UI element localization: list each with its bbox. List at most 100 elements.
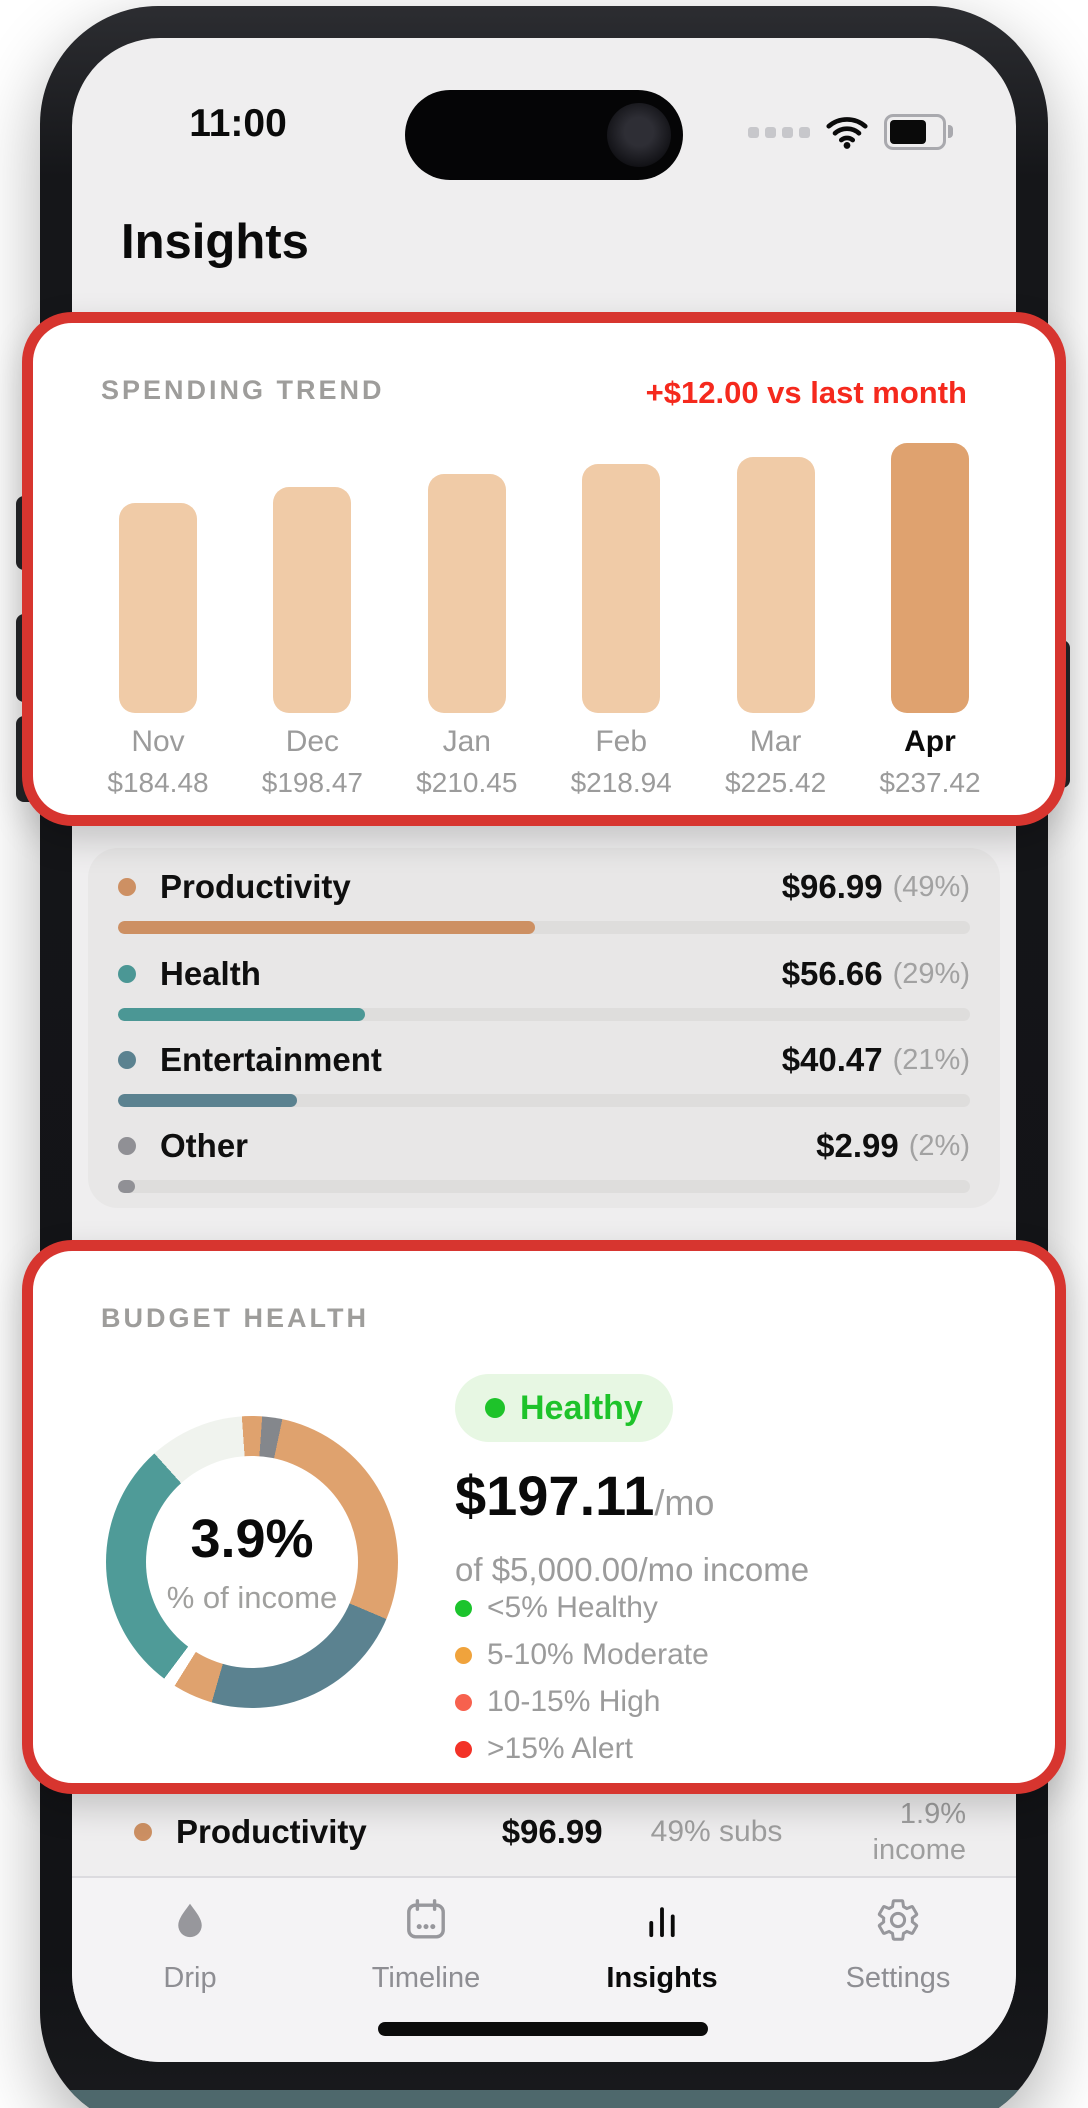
battery-nub [948, 125, 953, 138]
monthly-amount: $197.11/mo [455, 1463, 714, 1528]
legend-row-high: 10-15% High [455, 1685, 709, 1719]
bar-month-label: Feb [595, 725, 648, 758]
status-time: 11:00 [189, 102, 287, 145]
detail-subs-share: 49% subs [650, 1815, 783, 1848]
category-dot [118, 1051, 136, 1069]
category-row-entertainment[interactable]: Entertainment $40.47 (21%) [118, 1035, 970, 1122]
detail-income-line2: income [872, 1834, 967, 1866]
category-row-health[interactable]: Health $56.66 (29%) [118, 949, 970, 1036]
bar-amount-label: $225.42 [724, 767, 827, 798]
category-dot [118, 878, 136, 896]
detail-income-line1: 1.9% [899, 1798, 966, 1830]
legend-label: 10-15% High [487, 1685, 661, 1718]
category-amount: $96.99 [781, 868, 883, 905]
category-name: Other [160, 1127, 249, 1164]
battery-icon [884, 114, 953, 150]
bar-column-dec [237, 487, 387, 713]
page-title: Insights [121, 215, 309, 269]
category-dot [118, 1137, 136, 1155]
category-name: Health [160, 955, 261, 992]
category-row-other[interactable]: Other $2.99 (2%) [118, 1121, 970, 1208]
bar-column-feb [546, 464, 696, 713]
category-name: Entertainment [160, 1041, 382, 1078]
bar-chart-icon [639, 1894, 685, 1944]
budget-health-card: BUDGET HEALTH 3.9% % of income Healthy $… [22, 1240, 1066, 1794]
wifi-icon [826, 117, 868, 149]
cellular-signal-icon [748, 126, 810, 138]
bar-month-label: Mar [749, 725, 802, 758]
bar-month-label: Jan [442, 725, 491, 758]
category-detail-row-productivity[interactable]: Productivity $96.99 49% subs 1.9% income [134, 1794, 966, 1870]
front-camera-icon [607, 103, 671, 167]
tab-label: Drip [163, 1962, 217, 1994]
bar-column-nov [83, 503, 233, 713]
monthly-amount-value: $197.11 [455, 1464, 655, 1527]
donut-center-value: 3.9% [190, 1509, 314, 1569]
bar-month-label: Nov [131, 725, 185, 758]
bar-month-label: Apr [904, 725, 956, 758]
home-indicator[interactable] [378, 2022, 708, 2036]
card-section-label: BUDGET HEALTH [101, 1303, 369, 1333]
spending-delta: +$12.00 vs last month [645, 375, 967, 410]
bar-column-mar [701, 457, 851, 713]
spending-bar-chart [83, 443, 1005, 713]
legend-row-alert: >15% Alert [455, 1732, 709, 1766]
budget-donut-chart: 3.9% % of income [106, 1416, 398, 1708]
category-dot [134, 1823, 152, 1841]
bar-amount-label: $237.42 [879, 767, 981, 798]
bar-jan [427, 474, 506, 713]
progress-track [118, 1094, 970, 1107]
category-row-productivity[interactable]: Productivity $96.99 (49%) [118, 862, 970, 949]
legend-dot-icon [455, 1740, 472, 1758]
category-amount: $56.66 [781, 955, 883, 992]
tab-insights[interactable]: Insights [544, 1878, 780, 2062]
legend-label: <5% Healthy [487, 1591, 658, 1624]
tab-drip[interactable]: Drip [72, 1878, 308, 2062]
tab-timeline[interactable]: Timeline [308, 1878, 544, 2062]
category-amount: $2.99 [816, 1127, 899, 1164]
legend-row-healthy: <5% Healthy [455, 1591, 709, 1625]
bar-mar [736, 457, 815, 713]
legend-dot-icon [455, 1599, 472, 1617]
income-line: of $5,000.00/mo income [455, 1551, 810, 1588]
phone-bottom-edge [54, 2090, 1034, 2108]
progress-track [118, 1008, 970, 1021]
per-month-suffix: /mo [654, 1482, 715, 1523]
category-percent: (29%) [892, 957, 970, 990]
legend-label: 5-10% Moderate [487, 1638, 709, 1671]
bar-amount-label: $184.48 [107, 767, 209, 798]
calendar-icon [402, 1894, 450, 1944]
category-breakdown-card: Productivity $96.99 (49%) Health $56.66 … [88, 848, 1000, 1208]
bar-feb [582, 464, 661, 713]
progress-track [118, 1180, 970, 1193]
category-percent: (21%) [892, 1043, 970, 1076]
battery-fill [890, 120, 926, 144]
detail-amount: $96.99 [501, 1813, 603, 1850]
bar-dec [273, 487, 352, 713]
legend-dot-icon [455, 1646, 472, 1664]
status-text: Healthy [520, 1388, 643, 1427]
tab-bar: Drip Timeline [72, 1876, 1016, 2062]
tab-label: Settings [845, 1962, 951, 1994]
tab-label: Timeline [371, 1962, 481, 1994]
bar-column-apr [855, 443, 1005, 713]
tab-settings[interactable]: Settings [780, 1878, 1016, 2062]
drop-icon [168, 1894, 212, 1944]
dynamic-island [405, 90, 683, 180]
gear-icon [874, 1894, 922, 1944]
budget-legend: <5% Healthy 5-10% Moderate 10-15% High >… [455, 1591, 709, 1766]
card-section-label: SPENDING TREND [101, 375, 385, 405]
progress-fill [118, 1094, 297, 1107]
detail-name: Productivity [176, 1813, 367, 1850]
detail-income-share: 1.9% income [873, 1796, 967, 1868]
bar-month-label: Dec [285, 725, 340, 758]
bar-chart-labels: Nov $184.48 Dec $198.47 Jan $210.45 Feb … [83, 725, 1005, 799]
legend-dot-icon [455, 1693, 472, 1711]
donut-center-label: % of income [166, 1580, 338, 1615]
bar-apr [890, 443, 969, 713]
status-badge: Healthy [455, 1374, 673, 1442]
legend-label: >15% Alert [487, 1732, 633, 1765]
category-percent: (2%) [908, 1129, 970, 1162]
spending-trend-card: SPENDING TREND +$12.00 vs last month Nov… [22, 312, 1066, 826]
